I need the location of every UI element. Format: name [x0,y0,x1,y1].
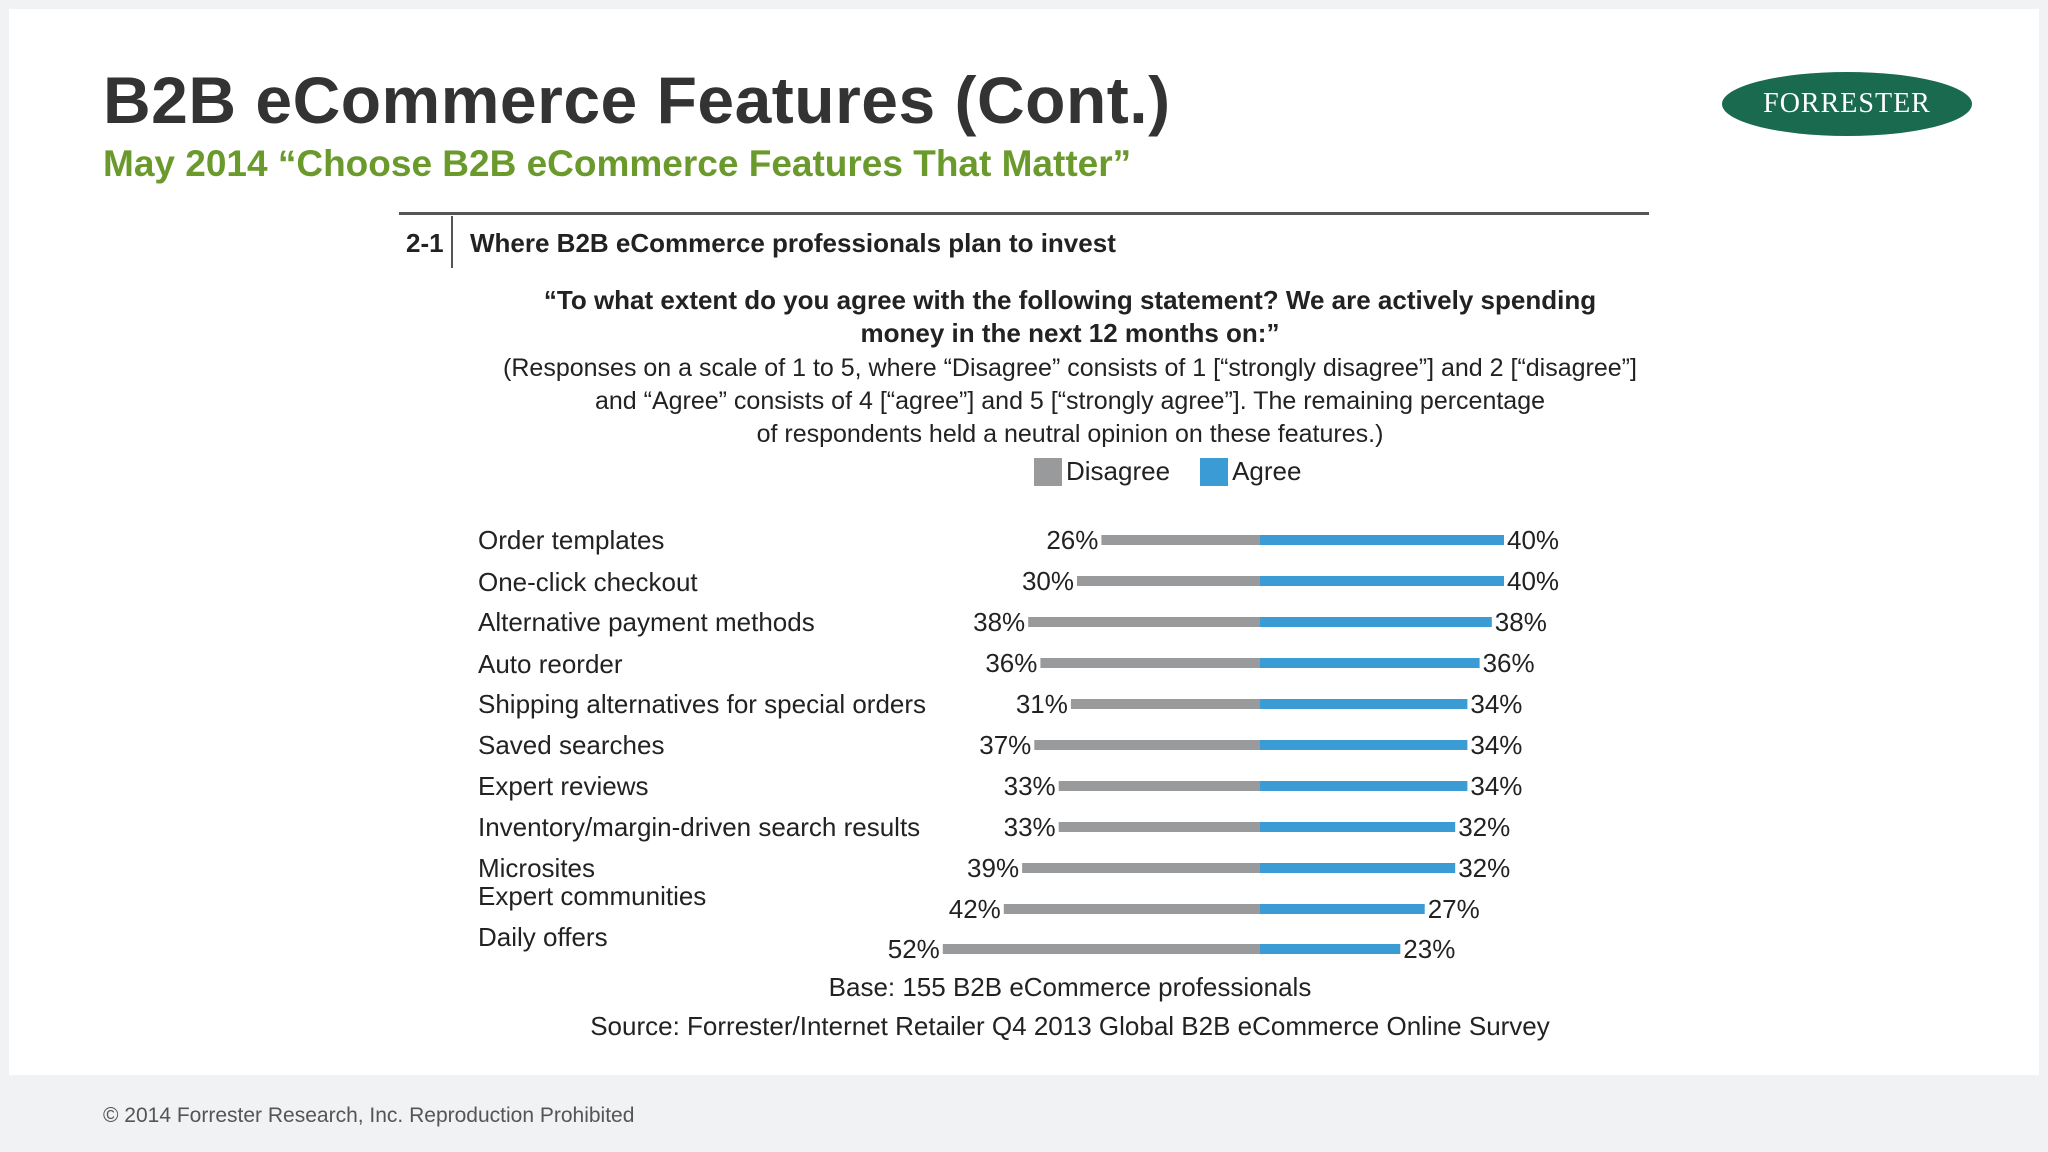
category-label: Shipping alternatives for special orders [478,689,926,719]
data-label-agree: 40% [1507,566,1559,596]
category-label: Microsites [478,853,595,883]
scale-note: (Responses on a scale of 1 to 5, where “… [440,352,1700,451]
bar-agree [1260,822,1456,832]
forrester-logo: FORRESTER [1722,72,1972,136]
category-label: Inventory/margin-driven search results [478,812,920,842]
category-label: Expert communities [478,881,706,911]
note-line-2: and “Agree” consists of 4 [“agree”] and … [594,387,1546,415]
data-label-disagree: 38% [973,607,1025,637]
data-label-disagree: 37% [979,730,1031,760]
bar-disagree [1022,863,1260,873]
bar-agree [1260,535,1504,545]
data-label-agree: 23% [1403,934,1455,964]
data-label-agree: 32% [1458,812,1510,842]
logo-text: FORRESTER [1763,88,1931,119]
bar-disagree [1028,617,1260,627]
category-label: Alternative payment methods [478,607,815,637]
data-label-agree: 36% [1483,648,1535,678]
legend-label-agree: Agree [1232,456,1302,486]
bar-disagree [1058,781,1260,791]
bar-disagree [1101,535,1260,545]
figure-number-divider [451,216,453,268]
survey-question: “To what extent do you agree with the fo… [440,284,1700,350]
slide-subtitle: May 2014 “Choose B2B eCommerce Features … [103,143,1132,184]
bar-agree [1260,944,1401,954]
legend-item-disagree: Disagree [1034,456,1170,487]
data-label-agree: 27% [1428,894,1480,924]
figure-top-rule [399,212,1649,215]
question-line-2: money in the next 12 months on:” [860,318,1280,348]
data-label-agree: 34% [1470,689,1522,719]
data-label-agree: 34% [1470,730,1522,760]
bar-agree [1260,863,1456,873]
category-label: Expert reviews [478,771,649,801]
slide [9,9,2039,1075]
bar-disagree [1003,904,1260,914]
legend-swatch-disagree [1034,457,1062,486]
note-line-3: of respondents held a neutral opinion on… [756,420,1384,448]
category-label: Daily offers [478,922,608,952]
category-label: One-click checkout [478,567,698,597]
bar-agree [1260,781,1468,791]
bar-agree [1260,904,1425,914]
bar-agree [1260,740,1468,750]
chart-source-note: Source: Forrester/Internet Retailer Q4 2… [590,1011,1550,1041]
data-label-disagree: 33% [1004,771,1056,801]
data-label-disagree: 31% [1016,689,1068,719]
bar-agree [1260,576,1504,586]
data-label-disagree: 30% [1022,566,1074,596]
slide-title: B2B eCommerce Features (Cont.) [103,63,1171,137]
bar-disagree [942,944,1260,954]
chart-legend: Disagree Agree [1034,456,1331,487]
data-label-disagree: 52% [888,934,940,964]
bar-disagree [1077,576,1260,586]
bar-disagree [1034,740,1260,750]
category-label: Saved searches [478,730,664,760]
category-label: Order templates [478,525,664,555]
data-label-agree: 32% [1458,853,1510,883]
data-label-disagree: 42% [949,894,1001,924]
data-label-disagree: 36% [985,648,1037,678]
figure-title: Where B2B eCommerce professionals plan t… [470,228,1116,258]
legend-swatch-agree [1200,457,1229,486]
bar-agree [1260,658,1480,668]
data-label-disagree: 26% [1046,525,1098,555]
chart-base-note: Base: 155 B2B eCommerce professionals [828,972,1312,1002]
question-line-1: “To what extent do you agree with the fo… [543,285,1597,315]
bar-agree [1260,617,1492,627]
data-label-agree: 34% [1470,771,1522,801]
legend-label-disagree: Disagree [1066,456,1171,486]
data-label-disagree: 33% [1004,812,1056,842]
legend-item-agree: Agree [1200,456,1301,487]
bar-disagree [1070,699,1260,709]
copyright-footer: © 2014 Forrester Research, Inc. Reproduc… [103,1104,635,1127]
data-label-agree: 38% [1495,607,1547,637]
data-label-agree: 40% [1507,525,1559,555]
bar-disagree [1040,658,1260,668]
figure-number: 2-1 [406,228,444,258]
category-label: Auto reorder [478,649,623,679]
note-line-1: (Responses on a scale of 1 to 5, where “… [503,354,1637,382]
data-label-disagree: 39% [967,853,1019,883]
bar-agree [1260,699,1468,709]
bar-disagree [1058,822,1260,832]
